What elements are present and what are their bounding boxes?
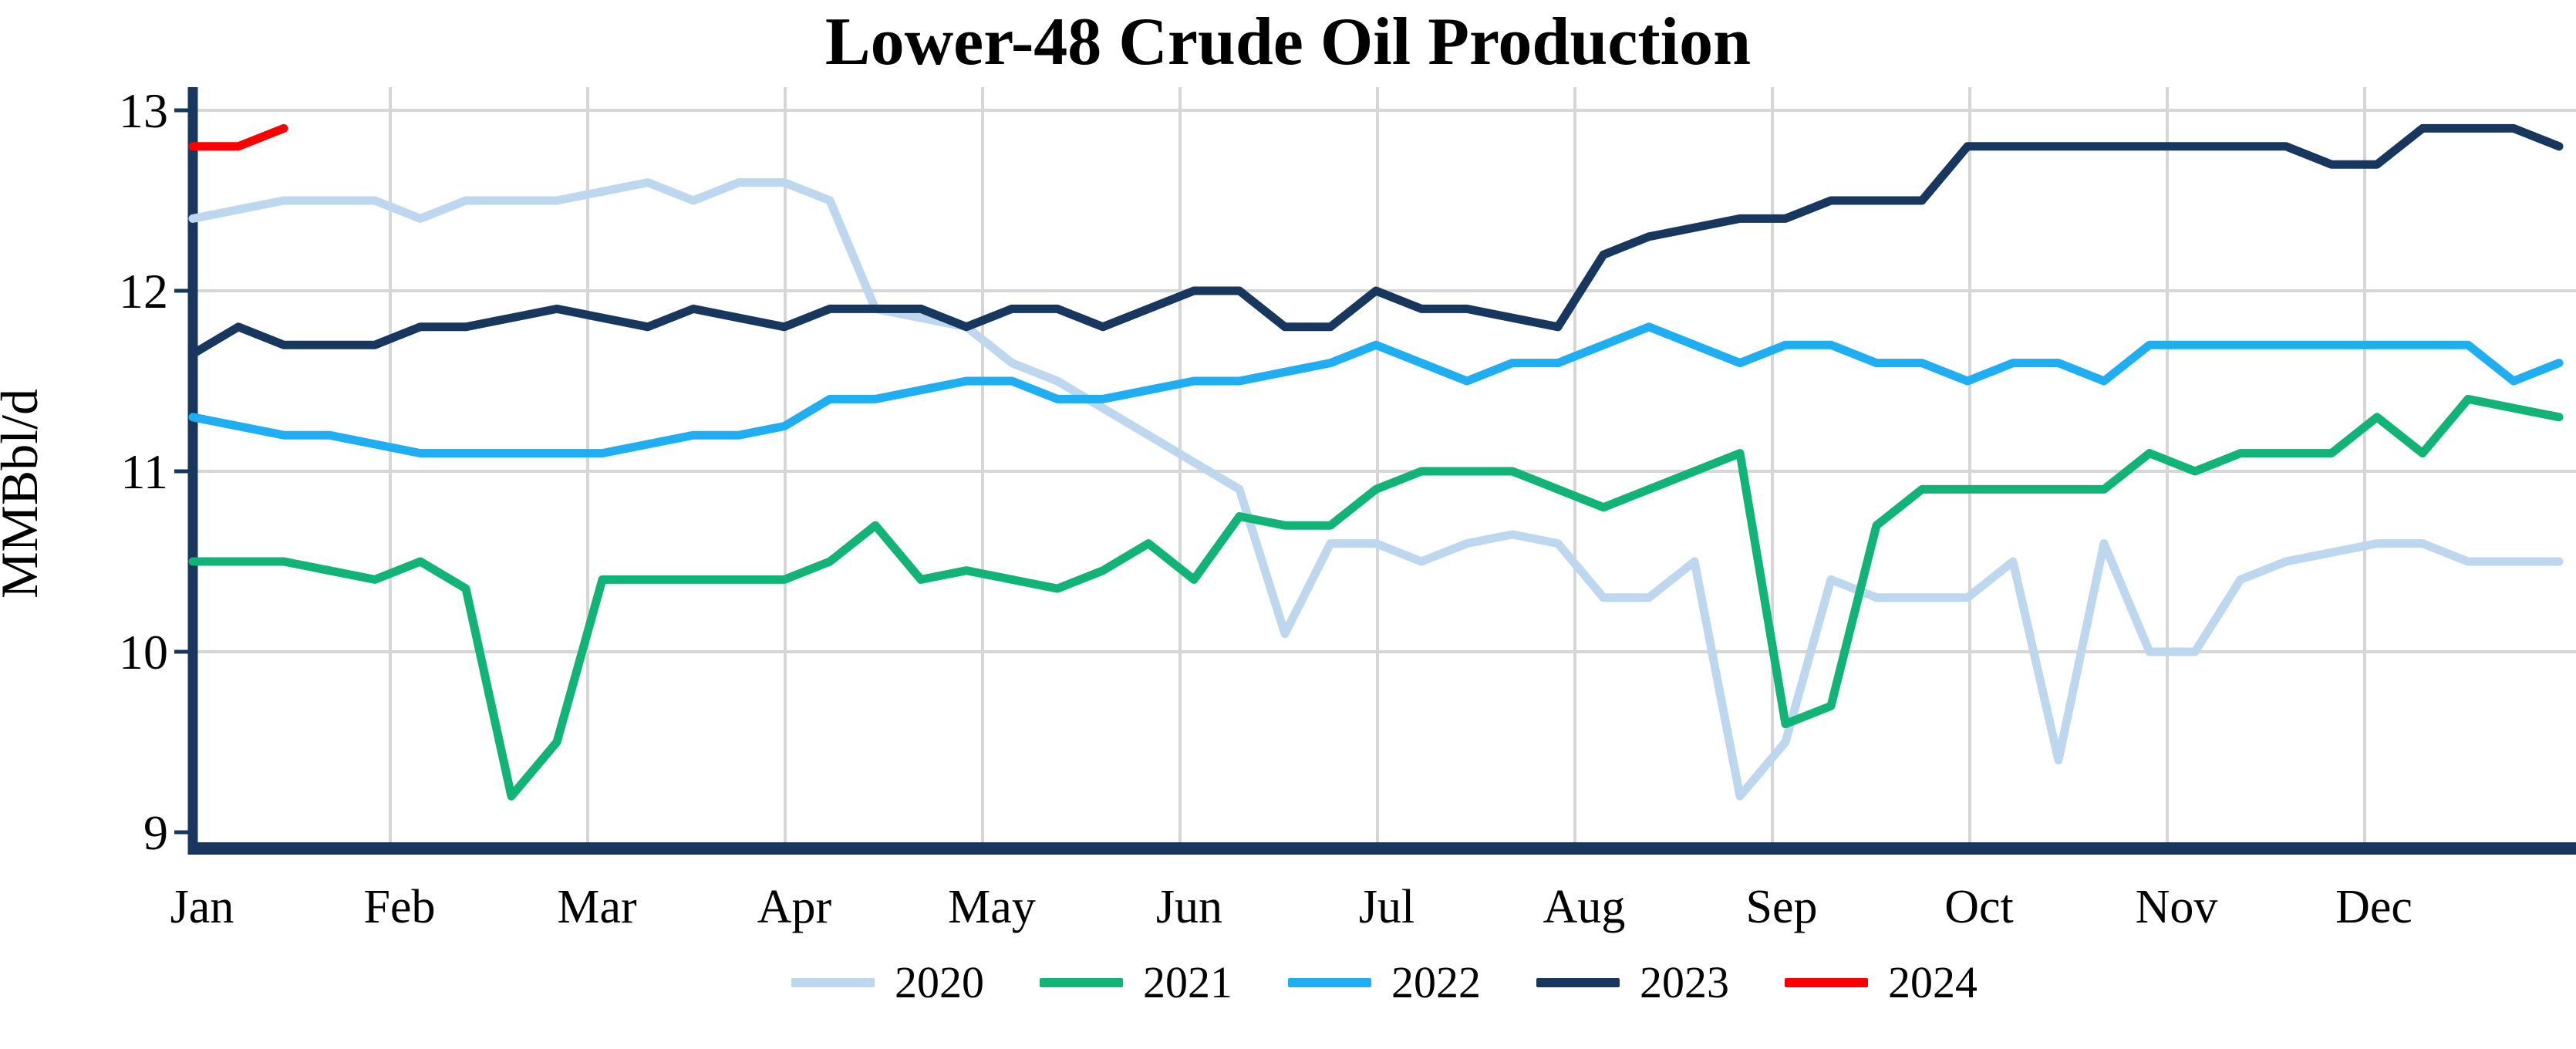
- legend-label-2022: 2022: [1391, 957, 1481, 1007]
- x-tick-label-feb: Feb: [364, 881, 436, 933]
- y-tick-label-11: 11: [120, 444, 168, 499]
- legend-item-2020: 2020: [791, 958, 984, 1007]
- series-line-2020: [188, 178, 2564, 801]
- legend-swatch-2023: [1536, 978, 1620, 987]
- legend-label-2020: 2020: [895, 957, 984, 1007]
- y-tick-label-12: 12: [119, 264, 168, 319]
- x-tick-label-jan: Jan: [170, 881, 234, 933]
- x-tick-label-nov: Nov: [2136, 881, 2218, 933]
- legend-item-2024: 2024: [1785, 958, 1978, 1007]
- y-tick-label-9: 9: [143, 805, 168, 860]
- legend-swatch-2021: [1040, 978, 1123, 987]
- x-tick-label-jul: Jul: [1359, 881, 1414, 933]
- legend-label-2023: 2023: [1640, 957, 1729, 1007]
- legend-swatch-2022: [1288, 978, 1371, 987]
- x-tick-label-dec: Dec: [2335, 881, 2412, 933]
- x-tick-label-mar: Mar: [557, 881, 637, 933]
- y-axis-title: MMBbl/d: [0, 389, 49, 599]
- legend-label-2021: 2021: [1143, 957, 1232, 1007]
- x-tick-label-apr: Apr: [757, 881, 832, 933]
- legend-swatch-2024: [1785, 978, 1868, 987]
- legend-item-2021: 2021: [1040, 958, 1232, 1007]
- x-tick-label-aug: Aug: [1543, 881, 1626, 933]
- series-line-2024: [188, 123, 288, 151]
- legend-label-2024: 2024: [1888, 957, 1978, 1007]
- series-line-2021: [188, 394, 2564, 801]
- x-tick-label-oct: Oct: [1944, 881, 2014, 933]
- legend-item-2022: 2022: [1288, 958, 1481, 1007]
- y-tick-label-13: 13: [119, 83, 168, 138]
- chart-title: Lower-48 Crude Oil Production: [824, 5, 1752, 79]
- data-series: [188, 123, 2564, 801]
- series-line-2022: [188, 322, 2564, 458]
- chart-legend: 2020 2021 2022 2023 2024: [193, 958, 2576, 1007]
- y-tick-label-10: 10: [119, 625, 168, 680]
- x-tick-label-may: May: [948, 881, 1036, 933]
- x-tick-label-jun: Jun: [1156, 881, 1222, 933]
- series-line-2023: [188, 123, 2564, 359]
- legend-swatch-2020: [791, 978, 875, 987]
- legend-item-2023: 2023: [1536, 958, 1729, 1007]
- x-tick-label-sep: Sep: [1746, 881, 1818, 933]
